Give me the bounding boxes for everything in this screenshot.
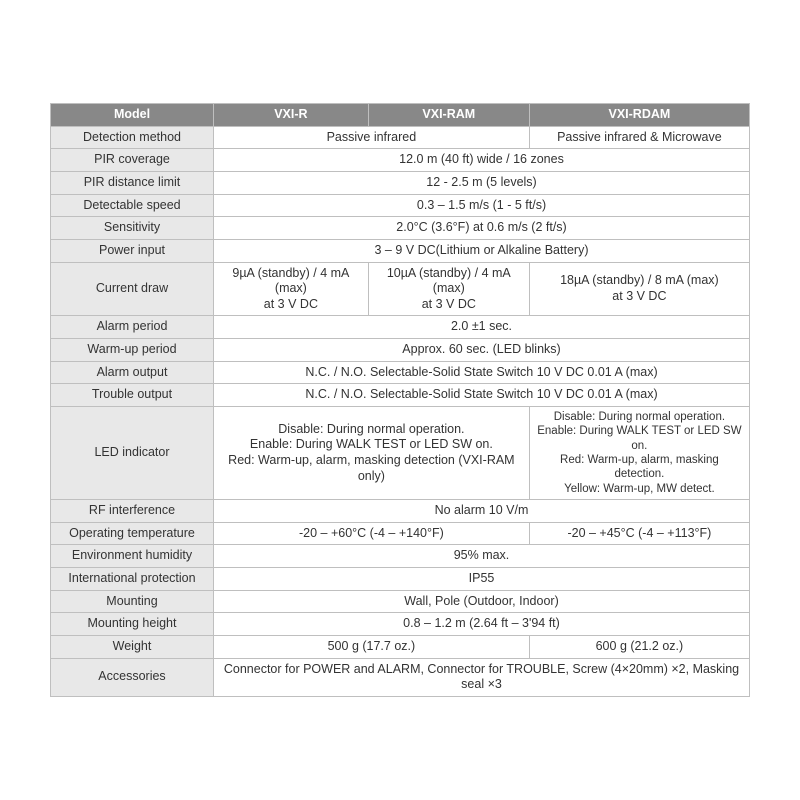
label-protection: International protection xyxy=(51,568,214,591)
row-rf: RF interference No alarm 10 V/m xyxy=(51,500,750,523)
label-op-temp: Operating temperature xyxy=(51,522,214,545)
label-mounting-height: Mounting height xyxy=(51,613,214,636)
label-alarm-period: Alarm period xyxy=(51,316,214,339)
label-mounting: Mounting xyxy=(51,590,214,613)
row-mounting: Mounting Wall, Pole (Outdoor, Indoor) xyxy=(51,590,750,613)
label-accessories: Accessories xyxy=(51,658,214,696)
val-accessories: Connector for POWER and ALARM, Connector… xyxy=(214,658,750,696)
val-trouble-output: N.C. / N.O. Selectable-Solid State Switc… xyxy=(214,384,750,407)
label-rf: RF interference xyxy=(51,500,214,523)
val-alarm-output: N.C. / N.O. Selectable-Solid State Switc… xyxy=(214,361,750,384)
row-protection: International protection IP55 xyxy=(51,568,750,591)
row-mounting-height: Mounting height 0.8 – 1.2 m (2.64 ft – 3… xyxy=(51,613,750,636)
label-warmup: Warm-up period xyxy=(51,339,214,362)
label-pir-distance: PIR distance limit xyxy=(51,172,214,195)
row-led: LED indicator Disable: During normal ope… xyxy=(51,406,750,499)
val-current-draw-3: 18µA (standby) / 8 mA (max) at 3 V DC xyxy=(529,262,749,316)
val-warmup: Approx. 60 sec. (LED blinks) xyxy=(214,339,750,362)
row-pir-distance: PIR distance limit 12 - 2.5 m (5 levels) xyxy=(51,172,750,195)
label-pir-coverage: PIR coverage xyxy=(51,149,214,172)
val-mounting-height: 0.8 – 1.2 m (2.64 ft – 3'94 ft) xyxy=(214,613,750,636)
spec-table-container: Model VXI-R VXI-RAM VXI-RDAM Detection m… xyxy=(50,103,750,697)
row-detectable-speed: Detectable speed 0.3 – 1.5 m/s (1 - 5 ft… xyxy=(51,194,750,217)
row-warmup: Warm-up period Approx. 60 sec. (LED blin… xyxy=(51,339,750,362)
header-row: Model VXI-R VXI-RAM VXI-RDAM xyxy=(51,104,750,127)
val-mounting: Wall, Pole (Outdoor, Indoor) xyxy=(214,590,750,613)
val-humidity: 95% max. xyxy=(214,545,750,568)
spec-table: Model VXI-R VXI-RAM VXI-RDAM Detection m… xyxy=(50,103,750,697)
row-op-temp: Operating temperature -20 – +60°C (-4 – … xyxy=(51,522,750,545)
row-accessories: Accessories Connector for POWER and ALAR… xyxy=(51,658,750,696)
row-humidity: Environment humidity 95% max. xyxy=(51,545,750,568)
label-power-input: Power input xyxy=(51,239,214,262)
val-alarm-period: 2.0 ±1 sec. xyxy=(214,316,750,339)
row-alarm-period: Alarm period 2.0 ±1 sec. xyxy=(51,316,750,339)
val-power-input: 3 – 9 V DC(Lithium or Alkaline Battery) xyxy=(214,239,750,262)
row-detection-method: Detection method Passive infrared Passiv… xyxy=(51,126,750,149)
header-col3: VXI-RDAM xyxy=(529,104,749,127)
label-weight: Weight xyxy=(51,635,214,658)
val-sensitivity: 2.0°C (3.6°F) at 0.6 m/s (2 ft/s) xyxy=(214,217,750,240)
header-col1: VXI-R xyxy=(214,104,369,127)
val-led-12: Disable: During normal operation. Enable… xyxy=(214,406,530,499)
val-pir-coverage: 12.0 m (40 ft) wide / 16 zones xyxy=(214,149,750,172)
val-pir-distance: 12 - 2.5 m (5 levels) xyxy=(214,172,750,195)
row-sensitivity: Sensitivity 2.0°C (3.6°F) at 0.6 m/s (2 … xyxy=(51,217,750,240)
header-col2: VXI-RAM xyxy=(368,104,529,127)
label-sensitivity: Sensitivity xyxy=(51,217,214,240)
label-current-draw: Current draw xyxy=(51,262,214,316)
row-power-input: Power input 3 – 9 V DC(Lithium or Alkali… xyxy=(51,239,750,262)
val-current-draw-1: 9µA (standby) / 4 mA (max) at 3 V DC xyxy=(214,262,369,316)
row-current-draw: Current draw 9µA (standby) / 4 mA (max) … xyxy=(51,262,750,316)
val-op-temp-3: -20 – +45°C (-4 – +113°F) xyxy=(529,522,749,545)
row-pir-coverage: PIR coverage 12.0 m (40 ft) wide / 16 zo… xyxy=(51,149,750,172)
val-detectable-speed: 0.3 – 1.5 m/s (1 - 5 ft/s) xyxy=(214,194,750,217)
label-humidity: Environment humidity xyxy=(51,545,214,568)
label-detectable-speed: Detectable speed xyxy=(51,194,214,217)
val-led-3: Disable: During normal operation. Enable… xyxy=(529,406,749,499)
val-weight-3: 600 g (21.2 oz.) xyxy=(529,635,749,658)
row-weight: Weight 500 g (17.7 oz.) 600 g (21.2 oz.) xyxy=(51,635,750,658)
row-alarm-output: Alarm output N.C. / N.O. Selectable-Soli… xyxy=(51,361,750,384)
val-rf: No alarm 10 V/m xyxy=(214,500,750,523)
val-detection-method-3: Passive infrared & Microwave xyxy=(529,126,749,149)
label-alarm-output: Alarm output xyxy=(51,361,214,384)
val-protection: IP55 xyxy=(214,568,750,591)
label-detection-method: Detection method xyxy=(51,126,214,149)
val-weight-12: 500 g (17.7 oz.) xyxy=(214,635,530,658)
val-current-draw-2: 10µA (standby) / 4 mA (max) at 3 V DC xyxy=(368,262,529,316)
label-led: LED indicator xyxy=(51,406,214,499)
val-detection-method-12: Passive infrared xyxy=(214,126,530,149)
label-trouble-output: Trouble output xyxy=(51,384,214,407)
header-model: Model xyxy=(51,104,214,127)
val-op-temp-12: -20 – +60°C (-4 – +140°F) xyxy=(214,522,530,545)
row-trouble-output: Trouble output N.C. / N.O. Selectable-So… xyxy=(51,384,750,407)
